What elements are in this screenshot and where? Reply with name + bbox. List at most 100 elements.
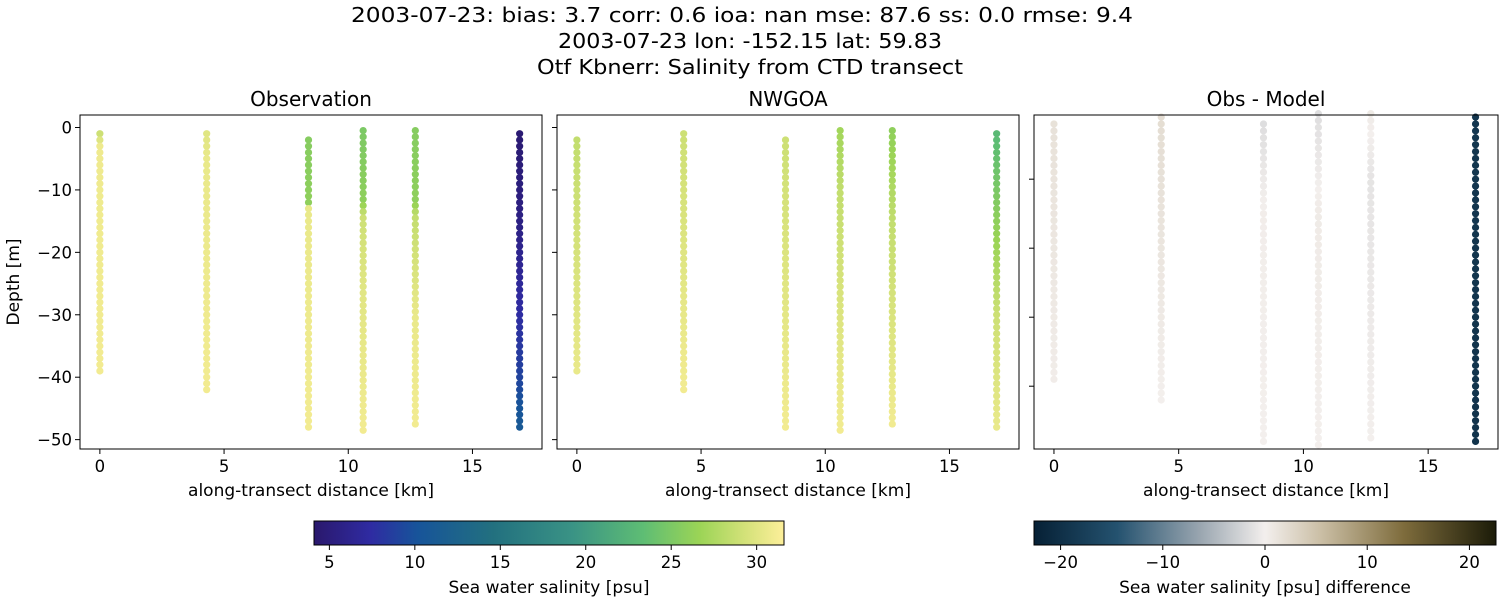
data-point [203, 304, 211, 313]
data-point [96, 148, 104, 157]
data-point [888, 139, 896, 147]
data-point [836, 170, 844, 178]
data-point [680, 205, 688, 213]
x-axis-label: along-transect distance [km] [188, 481, 434, 501]
data-point [516, 292, 524, 300]
profile-column-1 [680, 130, 688, 394]
data-point [96, 342, 104, 350]
data-point [516, 186, 524, 194]
data-point [1259, 134, 1268, 142]
data-point [96, 130, 104, 138]
data-point [993, 136, 1001, 144]
data-point [680, 273, 688, 281]
data-point [1157, 182, 1165, 190]
data-point [203, 286, 211, 294]
data-point [781, 205, 790, 213]
data-point [516, 373, 524, 381]
data-point [1259, 127, 1268, 135]
data-point [836, 314, 844, 322]
data-point [411, 170, 419, 178]
data-point [1157, 313, 1165, 321]
data-point [516, 411, 524, 419]
data-point [836, 127, 844, 135]
data-point [1471, 285, 1480, 294]
data-point [96, 286, 104, 294]
data-point [516, 148, 524, 157]
data-point [888, 189, 896, 197]
data-point [1050, 154, 1058, 163]
data-point [411, 339, 419, 347]
data-point [836, 357, 844, 366]
data-point [680, 361, 688, 369]
data-point [1259, 410, 1268, 418]
data-point [993, 398, 1001, 406]
data-point [1259, 258, 1268, 266]
data-point [516, 211, 524, 219]
data-point [1050, 313, 1058, 321]
data-point [993, 411, 1001, 419]
data-point [1157, 175, 1165, 183]
data-point [993, 217, 1001, 225]
data-point [359, 295, 367, 303]
data-point [1157, 196, 1165, 204]
data-point [96, 242, 104, 250]
data-point [304, 379, 313, 388]
data-point [836, 158, 844, 166]
data-point [1471, 244, 1480, 252]
data-point [836, 395, 844, 403]
data-point [516, 317, 524, 325]
data-points [96, 127, 524, 434]
data-point [1367, 213, 1375, 221]
data-point [781, 136, 790, 144]
data-point [836, 389, 844, 397]
data-point [1157, 230, 1165, 238]
data-point [516, 404, 524, 413]
data-point [359, 176, 367, 185]
data-point [411, 139, 419, 147]
colorbar-label: Sea water salinity [psu] difference [1119, 578, 1411, 598]
data-point [993, 298, 1001, 306]
data-point [96, 261, 104, 269]
data-point [993, 267, 1001, 275]
data-point [411, 151, 419, 160]
data-point [781, 398, 790, 406]
data-point [836, 326, 844, 334]
data-point [1050, 265, 1058, 273]
data-point [781, 161, 790, 169]
data-point [1050, 189, 1058, 197]
data-point [411, 233, 419, 241]
data-point [1367, 358, 1375, 366]
data-point [411, 376, 419, 384]
data-point [1157, 375, 1165, 383]
data-point [1471, 182, 1480, 190]
data-point [680, 373, 688, 381]
data-point [516, 261, 524, 269]
data-point [1471, 265, 1480, 273]
y-tick-label: 0 [62, 118, 73, 137]
data-point [1314, 358, 1322, 366]
data-point [1367, 337, 1375, 345]
data-point [1157, 299, 1165, 307]
data-point [1471, 313, 1480, 321]
data-point [888, 145, 896, 153]
data-point [96, 292, 104, 300]
data-point [1157, 203, 1165, 211]
data-point [96, 155, 104, 163]
data-point [1314, 254, 1322, 263]
data-point [1157, 168, 1165, 176]
data-point [1471, 430, 1480, 439]
data-point [1259, 341, 1268, 349]
data-point [1050, 285, 1058, 294]
data-point [304, 236, 313, 244]
data-point [836, 264, 844, 272]
data-point [1367, 282, 1375, 290]
data-point [359, 333, 367, 341]
data-point [516, 136, 524, 144]
y-tick-label: −50 [37, 431, 72, 450]
data-point [888, 226, 896, 235]
data-point [1259, 368, 1268, 377]
x-tick-label: 10 [1293, 457, 1314, 476]
data-point [1314, 268, 1322, 276]
data-point [573, 167, 581, 175]
data-point [993, 236, 1001, 244]
